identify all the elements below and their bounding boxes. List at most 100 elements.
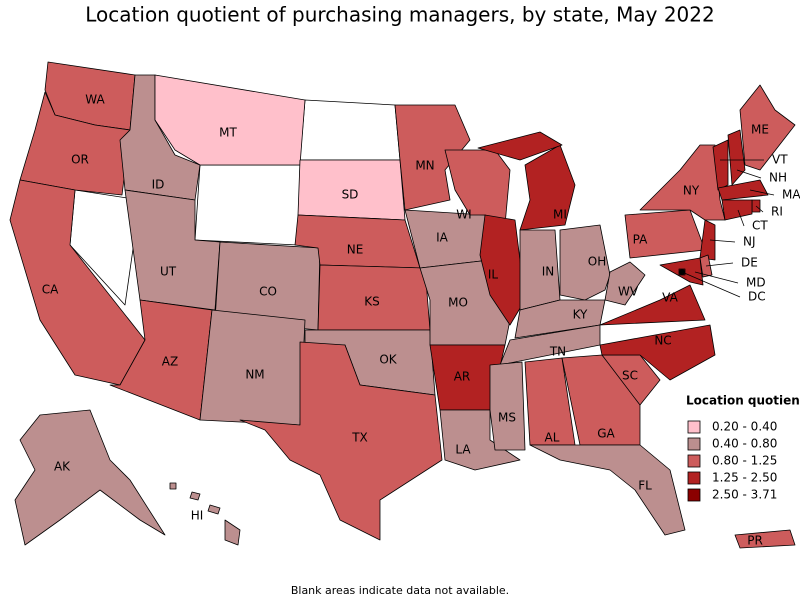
state-label: PR: [747, 534, 763, 548]
state-no-data: [194, 164, 301, 246]
legend-label: 0.20 - 0.40: [712, 420, 777, 434]
state: [154, 74, 306, 166]
map-title: Location quotient of purchasing managers…: [85, 3, 714, 27]
legend-swatch: [687, 488, 701, 502]
state: [717, 179, 769, 201]
state-label: KY: [573, 308, 588, 322]
state-label: MD: [746, 276, 766, 290]
leader-line: [709, 239, 736, 243]
state: [699, 219, 716, 261]
state-label: LA: [455, 443, 471, 457]
state-label: NC: [654, 334, 671, 348]
state-label: WI: [456, 208, 471, 222]
legend-title: Location quotient: [686, 394, 800, 408]
footnote: Blank areas indicate data not available.: [291, 584, 509, 597]
state: [639, 144, 726, 221]
state-label: PA: [633, 233, 648, 247]
state: [224, 519, 241, 546]
state-label: CO: [259, 285, 277, 299]
leader-line: [681, 271, 741, 298]
state-label: AK: [54, 460, 71, 474]
state-label: AL: [545, 431, 560, 445]
state-label: SD: [342, 188, 359, 202]
state: [14, 409, 166, 546]
state-label: AZ: [162, 355, 178, 369]
state: [207, 504, 221, 515]
state-label: MN: [415, 159, 434, 173]
legend: 0.20 - 0.40 0.40 - 0.80 0.80 - 1.25 1.25 - …: [687, 420, 777, 502]
state-label: IL: [488, 268, 499, 282]
legend-label: 0.40 - 0.80: [712, 437, 777, 451]
state: [739, 84, 796, 171]
state-label: OH: [588, 255, 606, 269]
state: [477, 131, 563, 161]
state-label: MS: [498, 411, 516, 425]
state: [721, 199, 753, 221]
state-no-data: [299, 99, 401, 161]
state-label: IN: [542, 265, 555, 279]
state-label: WV: [618, 285, 639, 299]
state: [169, 482, 177, 490]
dc-marker: [679, 269, 685, 275]
state-label: FL: [638, 479, 652, 493]
leader-line: [736, 169, 762, 179]
state: [189, 491, 201, 501]
state-label: KS: [364, 295, 380, 309]
leader-line: [737, 209, 745, 227]
state: [599, 284, 706, 326]
blank-states: [69, 99, 401, 306]
state-label: NE: [347, 243, 364, 257]
state-label: VT: [772, 153, 788, 167]
state-label: WA: [85, 93, 105, 107]
state-label: OR: [71, 153, 89, 167]
state: [394, 104, 471, 211]
state-label: CT: [752, 219, 768, 233]
state-label: SC: [622, 369, 638, 383]
state-label: HI: [191, 509, 204, 523]
state-label: MA: [782, 188, 800, 202]
state-label: GA: [597, 427, 615, 441]
leader-line: [705, 262, 734, 267]
leader-line: [694, 271, 739, 284]
leader-line: [749, 189, 775, 196]
state: [599, 324, 716, 381]
legend-swatch: [687, 454, 701, 468]
legend-label: 2.50 - 3.71: [712, 488, 777, 502]
state: [529, 444, 686, 536]
state-labels: WA OR CA ID MT SD UT CO AZ NM NE KS OK TX MN IA MO AR LA WI…: [42, 93, 800, 548]
legend-swatch: [687, 420, 701, 434]
state-label: UT: [160, 265, 177, 279]
state: [19, 91, 131, 196]
state: [239, 341, 443, 541]
state-label: CA: [42, 283, 59, 297]
legend-label: 0.80 - 1.25: [712, 454, 777, 468]
legend-label: 1.25 - 2.50: [712, 471, 777, 485]
state-label: NY: [683, 184, 700, 198]
state: [604, 261, 646, 306]
state-label: MT: [219, 126, 237, 140]
leader-line: [755, 205, 764, 213]
state-label: ME: [751, 123, 769, 137]
legend-swatch: [687, 471, 701, 485]
state: [479, 214, 526, 326]
state-label: IA: [436, 231, 449, 245]
state: [489, 361, 526, 451]
state-label: DE: [741, 256, 758, 270]
state-label: AR: [454, 370, 471, 384]
state-label: TN: [549, 345, 566, 359]
state-label: TX: [351, 431, 368, 445]
state-label: MO: [448, 296, 468, 310]
state-label: NM: [245, 368, 264, 382]
legend-swatch: [687, 437, 701, 451]
state-label: NJ: [743, 235, 756, 249]
state-label: VA: [662, 291, 678, 305]
state-label: NH: [769, 171, 787, 185]
state-label: RI: [771, 205, 783, 219]
states: [9, 61, 796, 549]
state-label: DC: [748, 290, 766, 304]
state-label: MI: [553, 208, 567, 222]
state: [712, 139, 729, 191]
state: [559, 224, 611, 301]
state-label: OK: [379, 353, 397, 367]
